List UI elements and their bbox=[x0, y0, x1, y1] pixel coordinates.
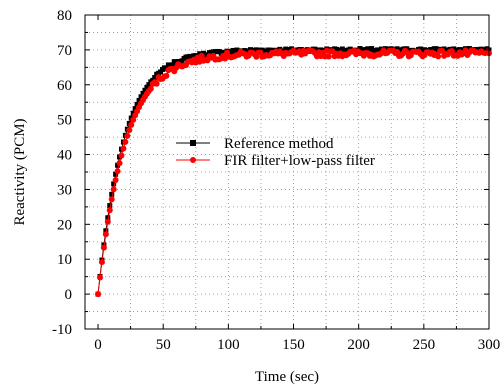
y-tick-label: 50 bbox=[57, 113, 72, 129]
data-point-square bbox=[107, 203, 113, 209]
y-tick-label: 30 bbox=[57, 182, 72, 198]
data-point-square bbox=[146, 82, 152, 88]
data-point-circle bbox=[118, 152, 125, 159]
y-tick-label: 40 bbox=[57, 148, 72, 164]
y-tick-label: -10 bbox=[52, 322, 72, 338]
y-tick-label: 70 bbox=[57, 43, 72, 59]
legend: Reference method FIR filter+low-pass fil… bbox=[176, 136, 375, 169]
data-point-circle bbox=[112, 176, 119, 183]
y-axis-title: Reactivity (PCM) bbox=[12, 118, 28, 225]
x-tick-label: 0 bbox=[94, 337, 102, 353]
y-tick-label: 60 bbox=[57, 78, 72, 94]
data-point-circle bbox=[116, 160, 123, 167]
legend-marker-circle bbox=[190, 157, 196, 163]
data-point-circle bbox=[163, 72, 170, 79]
data-point-square bbox=[111, 181, 117, 187]
legend-label-fir: FIR filter+low-pass filter bbox=[224, 153, 375, 169]
data-point-circle bbox=[122, 138, 129, 145]
grid-lines bbox=[85, 15, 489, 329]
x-axis-title: Time (sec) bbox=[255, 369, 319, 385]
legend-label-reference: Reference method bbox=[224, 136, 334, 152]
data-point-circle bbox=[124, 132, 131, 139]
data-point-circle bbox=[114, 168, 121, 175]
x-axis-ticks: 0 50 100 150 200 250 300 bbox=[94, 15, 500, 353]
y-tick-label: 0 bbox=[65, 287, 73, 303]
data-point-square bbox=[134, 101, 140, 107]
data-point-circle bbox=[126, 127, 133, 134]
data-point-circle bbox=[439, 47, 446, 54]
data-point-circle bbox=[98, 259, 105, 266]
legend-item-fir: FIR filter+low-pass filter bbox=[176, 153, 375, 169]
data-point-square bbox=[103, 228, 109, 234]
data-point-circle bbox=[198, 52, 205, 59]
data-point-circle bbox=[435, 53, 442, 60]
data-point-circle bbox=[325, 53, 332, 60]
data-point-square bbox=[109, 191, 115, 197]
y-tick-label: 80 bbox=[57, 8, 72, 24]
y-tick-label: 20 bbox=[57, 217, 72, 233]
data-point-circle bbox=[95, 291, 102, 298]
data-point-circle bbox=[100, 244, 107, 251]
data-point-circle bbox=[128, 121, 135, 128]
legend-item-reference: Reference method bbox=[176, 136, 334, 152]
data-point-square bbox=[138, 94, 144, 100]
data-point-square bbox=[113, 171, 119, 177]
data-point-square bbox=[142, 87, 148, 93]
legend-marker-square bbox=[190, 140, 196, 146]
data-point-circle bbox=[147, 85, 154, 92]
data-point-square bbox=[132, 106, 138, 112]
data-point-square bbox=[152, 75, 158, 81]
data-point-circle bbox=[104, 218, 111, 225]
data-point-square bbox=[144, 84, 150, 90]
x-tick-label: 250 bbox=[413, 337, 436, 353]
data-point-circle bbox=[120, 145, 127, 152]
data-point-circle bbox=[102, 231, 109, 238]
data-point-circle bbox=[96, 274, 103, 281]
x-tick-label: 150 bbox=[282, 337, 305, 353]
x-tick-label: 300 bbox=[478, 337, 501, 353]
data-point-square bbox=[136, 97, 142, 103]
x-tick-label: 50 bbox=[156, 337, 171, 353]
data-point-circle bbox=[108, 196, 115, 203]
data-point-square bbox=[140, 90, 146, 96]
data-point-circle bbox=[106, 207, 113, 214]
data-point-circle bbox=[110, 186, 117, 193]
data-point-square bbox=[158, 69, 164, 75]
y-tick-label: 10 bbox=[57, 252, 72, 268]
data-point-circle bbox=[448, 47, 455, 54]
data-point-square bbox=[169, 62, 175, 68]
data-point-circle bbox=[130, 116, 137, 123]
data-point-circle bbox=[153, 80, 160, 87]
series-fir-filter bbox=[95, 47, 492, 298]
x-tick-label: 200 bbox=[347, 337, 370, 353]
y-axis-ticks: -10 0 10 20 30 40 50 60 70 80 bbox=[52, 8, 489, 338]
data-point-square bbox=[105, 215, 111, 221]
x-tick-label: 100 bbox=[217, 337, 240, 353]
